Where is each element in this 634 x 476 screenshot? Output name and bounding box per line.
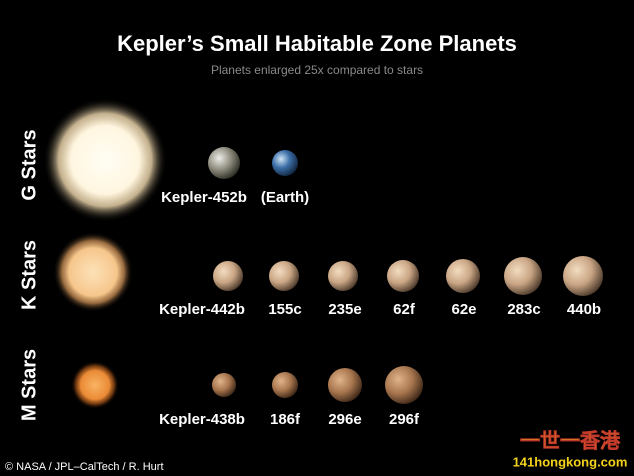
planet-label: Kepler-438b (159, 411, 245, 428)
planet (272, 150, 298, 176)
row-label: M Stars (18, 349, 40, 421)
planet (272, 372, 298, 398)
planet-label: 62f (393, 301, 416, 318)
planet (213, 261, 243, 291)
planet (328, 261, 358, 291)
planet-label: 283c (507, 301, 540, 318)
planet-label: (Earth) (261, 189, 309, 206)
g-star (43, 98, 167, 222)
planet-label: 440b (567, 301, 601, 318)
planet-label: 296e (328, 411, 361, 428)
planet-label: Kepler-452b (161, 189, 247, 206)
planet (212, 373, 236, 397)
k-star (53, 232, 133, 312)
credit: © NASA / JPL–CalTech / R. Hurt (5, 461, 164, 473)
m-star (71, 361, 119, 409)
planet-label: Kepler-442b (159, 301, 245, 318)
planet-label: 235e (328, 301, 361, 318)
planet (208, 147, 240, 179)
planet (385, 366, 423, 404)
planet-label: 296f (389, 411, 420, 428)
row-label: G Stars (18, 129, 40, 200)
planet-label: 155c (268, 301, 301, 318)
planet (328, 368, 362, 402)
planet (269, 261, 299, 291)
watermark-url: 141hongkong.com (513, 454, 628, 469)
planet-label: 62e (451, 301, 476, 318)
planet (563, 256, 603, 296)
row-label: K Stars (18, 240, 40, 310)
planet (446, 259, 480, 293)
planet-label: 186f (270, 411, 301, 428)
planet (504, 257, 542, 295)
subtitle: Planets enlarged 25x compared to stars (211, 63, 423, 77)
watermark-name: 一世一香港 (520, 428, 621, 452)
title: Kepler’s Small Habitable Zone Planets (117, 31, 517, 56)
planet (387, 260, 419, 292)
